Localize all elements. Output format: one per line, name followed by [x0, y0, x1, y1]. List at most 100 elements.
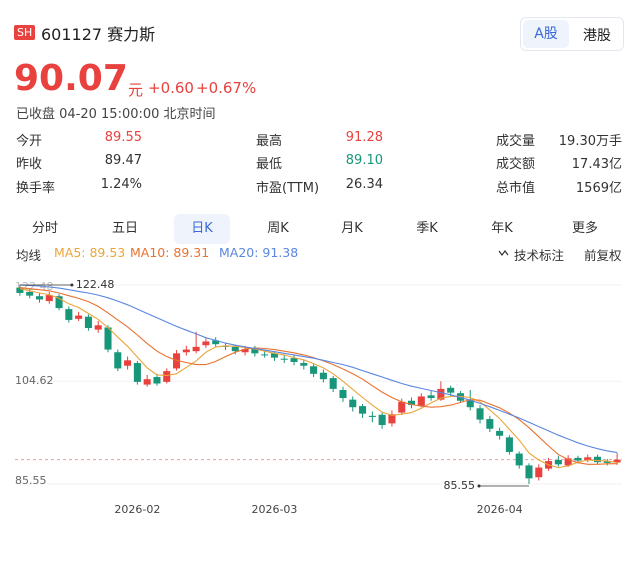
min-label: 85.55	[443, 479, 475, 492]
market-badge: SH	[14, 25, 36, 40]
stat-value: 17.43亿	[571, 157, 622, 172]
stat-value: 1.24%	[100, 177, 142, 192]
candle-body	[290, 358, 298, 362]
period-tab[interactable]: 月K	[341, 221, 363, 236]
price-change-pct: +0.67%	[196, 79, 257, 97]
candle-body	[505, 437, 513, 452]
period-tab[interactable]: 日K	[174, 214, 230, 244]
stat-label: 成交量	[496, 134, 536, 149]
candle-body	[447, 387, 455, 393]
candle-body	[212, 340, 220, 345]
candle-body	[16, 287, 24, 293]
period-tab[interactable]: 年K	[491, 221, 513, 236]
market-switch: A股 港股	[520, 17, 624, 51]
candle-body	[368, 415, 376, 417]
candle-body	[163, 371, 171, 382]
stat-label: 最高	[256, 134, 283, 149]
annotate-button[interactable]: 技术标注	[514, 248, 565, 263]
period-tab[interactable]: 更多	[571, 221, 598, 236]
y-tick-label: 85.55	[15, 474, 47, 487]
candle-body	[496, 430, 504, 436]
candle-body	[417, 396, 425, 407]
ma-line	[19, 284, 618, 454]
max-label: 122.48	[76, 278, 115, 291]
candle-body	[300, 363, 308, 366]
candle-body	[84, 316, 92, 329]
stat-value: 89.47	[104, 153, 142, 168]
candle-body	[104, 327, 112, 350]
candle-body	[75, 315, 83, 319]
stat-value: 1569亿	[575, 181, 622, 196]
candle-body	[241, 349, 249, 353]
x-tick-label: 2026-03	[251, 503, 297, 516]
stat-value: 19.30万手	[558, 134, 622, 149]
period-tab[interactable]: 分时	[31, 221, 58, 236]
stat-value: 89.10	[345, 153, 383, 168]
candle-body	[535, 467, 543, 478]
candle-body	[388, 414, 396, 424]
price-unit: 元	[128, 81, 144, 99]
candle-body	[574, 457, 582, 461]
ma-line	[19, 287, 618, 465]
candle-body	[554, 460, 562, 465]
market-tab[interactable]: A股	[523, 20, 569, 48]
candle-body	[593, 456, 602, 463]
market-tab[interactable]: 港股	[583, 28, 611, 44]
period-tab[interactable]: 五日	[111, 221, 138, 236]
candle-body	[182, 349, 190, 353]
annotate-icon	[498, 250, 509, 256]
candle-body	[124, 360, 132, 366]
period-tab[interactable]: 周K	[267, 221, 289, 236]
candle-body	[476, 408, 484, 420]
candle-body	[525, 465, 533, 479]
stat-label: 成交额	[496, 157, 536, 172]
stock-id: 601127 赛力斯	[41, 21, 155, 45]
candle-body	[45, 295, 53, 302]
candle-body	[427, 395, 435, 399]
candle-body	[251, 347, 259, 354]
stat-value: 91.28	[345, 130, 383, 145]
candle-body	[564, 458, 572, 466]
candle-body	[515, 453, 523, 466]
stock-name: 赛力斯	[107, 25, 156, 44]
stat-label: 总市值	[496, 181, 536, 196]
legend-entry: MA5: 89.53	[54, 245, 126, 260]
legend-entry: MA20: 91.38	[219, 245, 299, 260]
candle-body	[339, 389, 347, 399]
adjust-button[interactable]: 前复权	[584, 248, 622, 263]
candle-body	[359, 406, 367, 414]
stat-value: 26.34	[345, 177, 383, 192]
candle-body	[231, 346, 239, 352]
candle-body	[143, 379, 151, 385]
candle-body	[310, 366, 318, 374]
candle-body	[133, 363, 141, 382]
candle-body	[398, 401, 406, 413]
candle-body	[26, 291, 34, 296]
x-tick-label: 2026-04	[477, 503, 523, 516]
candle-body	[55, 296, 63, 309]
candle-body	[329, 378, 337, 389]
x-tick-label: 2026-02	[114, 503, 160, 516]
stat-label: 今开	[16, 134, 43, 149]
candle-body	[378, 414, 386, 425]
candle-body	[486, 419, 494, 429]
candle-body	[319, 372, 327, 380]
candle-body	[153, 377, 161, 384]
candle-body	[407, 400, 416, 406]
period-tab[interactable]: 季K	[416, 221, 438, 236]
stat-label: 昨收	[16, 157, 43, 172]
min-dot	[477, 484, 481, 488]
candle-body	[35, 296, 44, 300]
stat-value: 89.55	[104, 130, 142, 145]
candle-body	[94, 325, 102, 330]
candle-body	[192, 346, 200, 352]
ma-title: 均线	[16, 248, 42, 263]
legend-entry: MA10: 89.31	[130, 245, 210, 260]
price: 90.07	[14, 58, 128, 99]
candle-body	[437, 388, 445, 400]
candle-body	[280, 358, 288, 360]
candle-body	[613, 459, 621, 463]
price-change: +0.60	[148, 79, 194, 97]
